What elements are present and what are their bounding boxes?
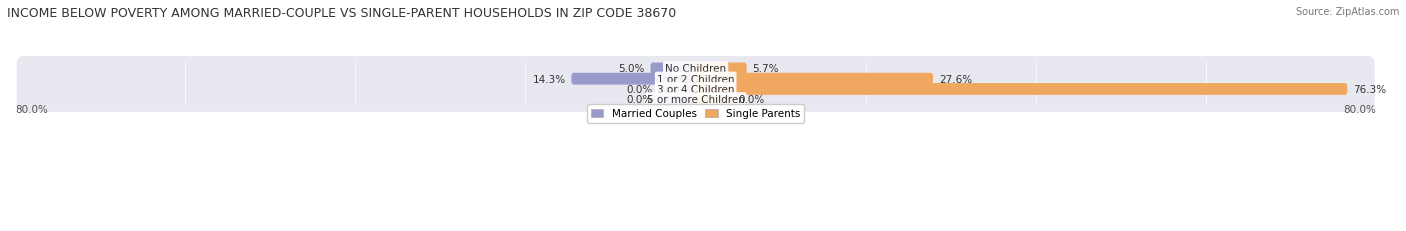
Text: 80.0%: 80.0% <box>1343 105 1376 115</box>
FancyBboxPatch shape <box>17 67 1375 92</box>
Text: 5 or more Children: 5 or more Children <box>647 95 745 105</box>
FancyBboxPatch shape <box>659 84 699 95</box>
FancyBboxPatch shape <box>651 63 699 75</box>
Legend: Married Couples, Single Parents: Married Couples, Single Parents <box>586 105 804 123</box>
FancyBboxPatch shape <box>17 77 1375 102</box>
Text: No Children: No Children <box>665 64 725 74</box>
Text: 14.3%: 14.3% <box>533 74 565 84</box>
Text: 1 or 2 Children: 1 or 2 Children <box>657 74 734 84</box>
Text: 80.0%: 80.0% <box>15 105 48 115</box>
FancyBboxPatch shape <box>693 63 747 75</box>
FancyBboxPatch shape <box>693 73 934 85</box>
FancyBboxPatch shape <box>693 94 733 106</box>
Text: Source: ZipAtlas.com: Source: ZipAtlas.com <box>1295 7 1399 17</box>
FancyBboxPatch shape <box>659 94 699 106</box>
FancyBboxPatch shape <box>693 84 1347 95</box>
FancyBboxPatch shape <box>17 57 1375 82</box>
Text: 3 or 4 Children: 3 or 4 Children <box>657 85 734 94</box>
Text: 0.0%: 0.0% <box>627 95 654 105</box>
Text: 27.6%: 27.6% <box>939 74 972 84</box>
Text: 0.0%: 0.0% <box>738 95 765 105</box>
Text: 5.0%: 5.0% <box>619 64 644 74</box>
Text: 0.0%: 0.0% <box>627 85 654 94</box>
FancyBboxPatch shape <box>17 87 1375 112</box>
FancyBboxPatch shape <box>571 73 699 85</box>
Text: INCOME BELOW POVERTY AMONG MARRIED-COUPLE VS SINGLE-PARENT HOUSEHOLDS IN ZIP COD: INCOME BELOW POVERTY AMONG MARRIED-COUPL… <box>7 7 676 20</box>
Text: 76.3%: 76.3% <box>1354 85 1386 94</box>
Text: 5.7%: 5.7% <box>752 64 779 74</box>
